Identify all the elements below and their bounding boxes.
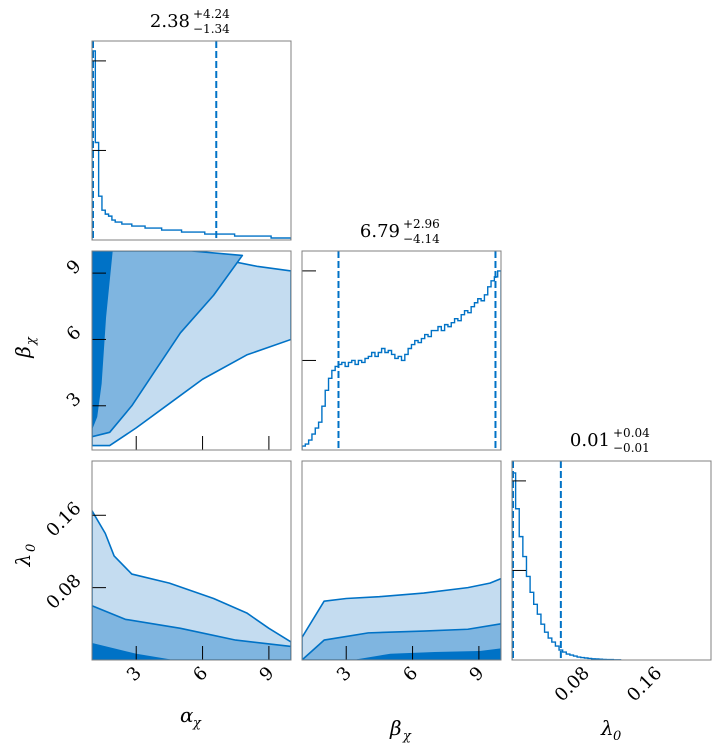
contour-panel-1-0 [91, 250, 292, 451]
title-lambda: 0.01 +0.04 −0.01 [570, 426, 650, 455]
xtick-label-2-0: 0.08 [551, 663, 594, 706]
hist-frame-2 [511, 460, 712, 661]
hist-step-0 [92, 50, 291, 240]
xtick-label-1-1: 6 [399, 663, 422, 686]
svg-text:β: β [389, 716, 402, 740]
svg-text:α: α [180, 703, 194, 727]
svg-text:0.01: 0.01 [570, 430, 610, 451]
hist-frame-1 [301, 250, 502, 451]
ytick-label-2-0: 0.08 [42, 570, 85, 613]
xtick-label-1-0: 3 [333, 663, 356, 686]
ytick-label-2-1: 0.16 [42, 498, 85, 541]
title-beta: 6.79 +2.96 −4.14 [360, 217, 440, 246]
contour-level-2-1-1 [302, 623, 501, 660]
contour-panel-2-1 [301, 460, 502, 661]
contour-level-2-0-1 [92, 604, 291, 660]
hist-frame-0 [91, 40, 292, 241]
title-alpha: 2.38 +4.24 −1.34 [150, 7, 230, 36]
svg-text:−1.34: −1.34 [193, 22, 230, 36]
ylabel-lambda: λ 0 [11, 544, 39, 568]
svg-text:χ: χ [402, 729, 412, 744]
contour-frame-1-0 [91, 250, 292, 451]
svg-text:+4.24: +4.24 [193, 7, 230, 21]
ytick-label-1-2: 9 [63, 256, 86, 279]
xlabel-beta: β χ [389, 716, 412, 744]
svg-text:−4.14: −4.14 [403, 232, 440, 246]
svg-text:β: β [11, 346, 35, 359]
xlabel-alpha: α χ [180, 703, 202, 731]
ytick-label-1-0: 3 [63, 388, 86, 411]
svg-text:−0.01: −0.01 [613, 441, 650, 455]
svg-text:χ: χ [24, 336, 39, 346]
hist-step-2 [512, 472, 622, 660]
xlabel-lambda: λ 0 [600, 716, 621, 744]
contour-panel-2-0 [91, 460, 292, 661]
hist-panel-0 [91, 40, 292, 241]
contour-level-1-0-1 [92, 251, 244, 438]
ylabel-beta: β χ [11, 336, 39, 359]
hist-panel-2 [511, 460, 712, 661]
xtick-label-0-0: 3 [123, 663, 146, 686]
hist-step-1 [302, 270, 501, 450]
svg-text:+0.04: +0.04 [613, 426, 650, 440]
svg-text:λ: λ [11, 554, 35, 568]
svg-text:6.79: 6.79 [360, 221, 400, 242]
hist-panel-1 [301, 250, 502, 451]
contour-frame-2-1 [301, 460, 502, 661]
xtick-label-2-1: 0.16 [623, 663, 666, 706]
xtick-label-0-2: 9 [255, 663, 278, 686]
svg-text:χ: χ [192, 716, 202, 731]
xtick-label-0-1: 6 [189, 663, 212, 686]
contour-frame-2-0 [91, 460, 292, 661]
xtick-label-1-2: 9 [465, 663, 488, 686]
ytick-label-1-1: 6 [63, 322, 86, 345]
svg-text:λ: λ [600, 716, 614, 740]
svg-text:0: 0 [24, 544, 39, 552]
svg-text:0: 0 [613, 729, 621, 744]
svg-text:2.38: 2.38 [150, 11, 190, 32]
svg-text:+2.96: +2.96 [403, 217, 440, 231]
